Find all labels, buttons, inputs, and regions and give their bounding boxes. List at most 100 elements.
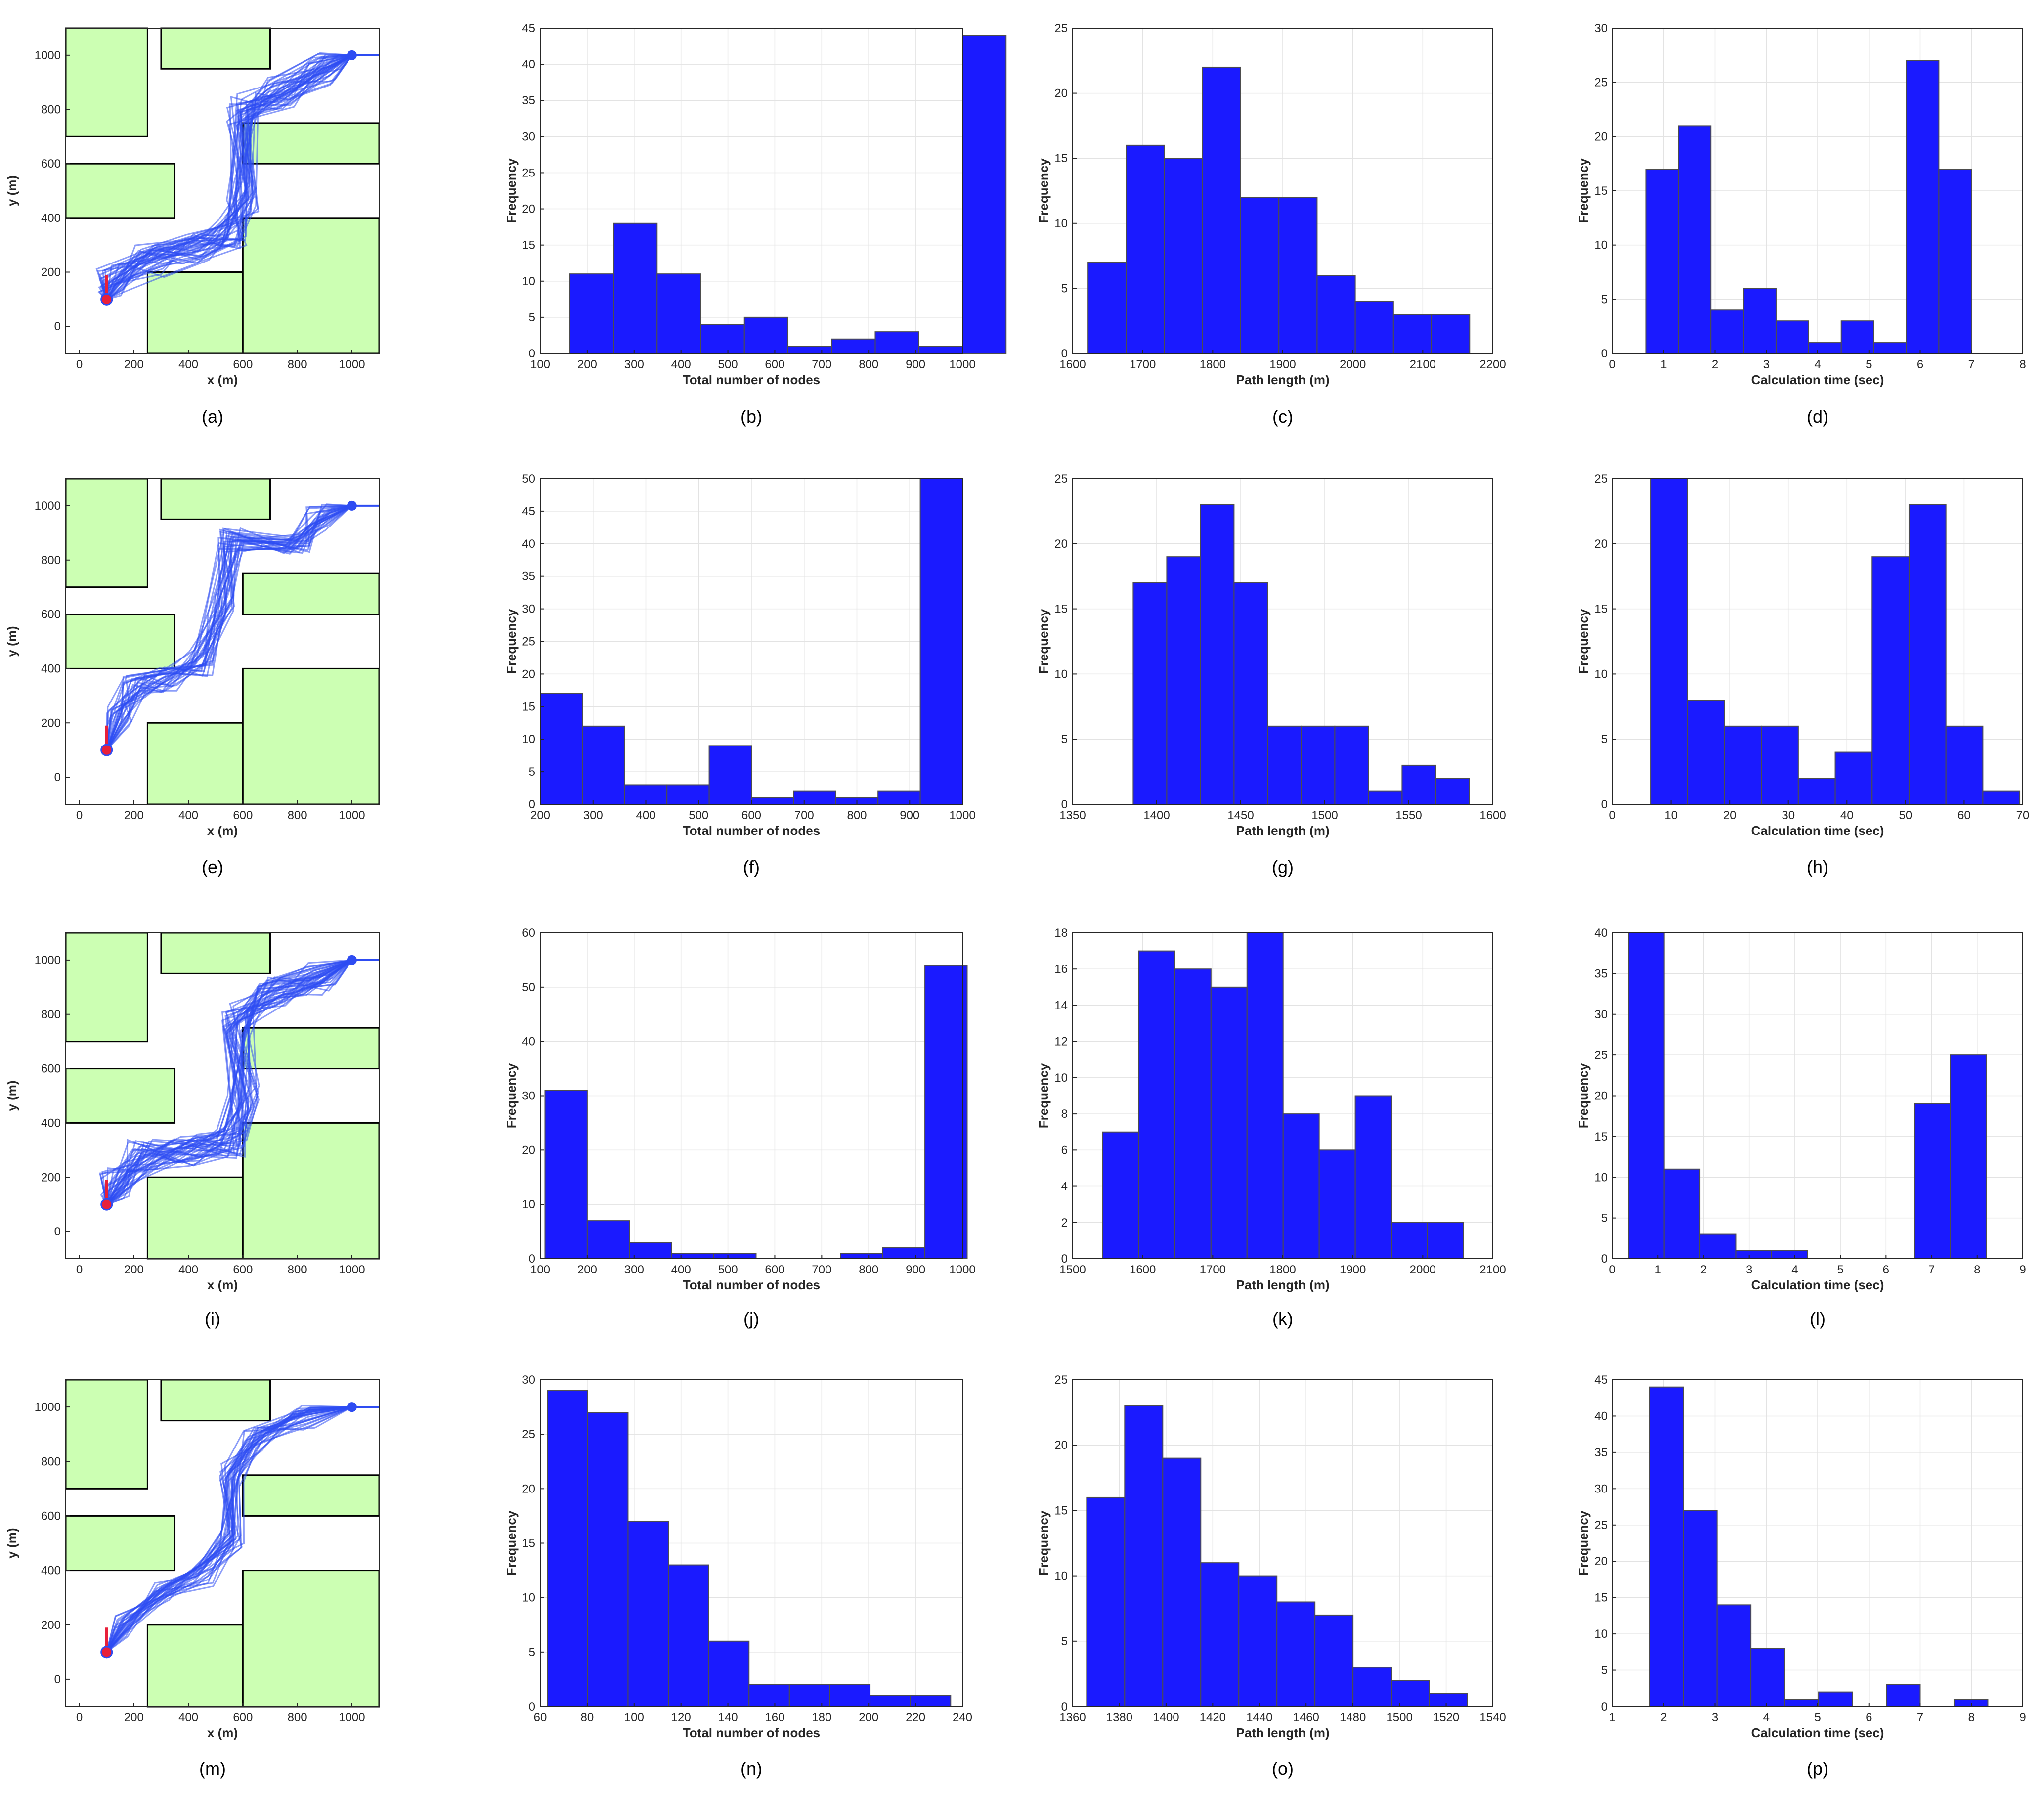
bar-5 — [751, 797, 794, 805]
x-tick-label: 50 — [1899, 809, 1913, 822]
bar-1 — [582, 725, 625, 805]
x-axis-label: Path length (m) — [1236, 1725, 1329, 1740]
x-tick-label: 220 — [906, 1711, 925, 1724]
bar-2 — [1164, 158, 1203, 354]
x-tick-label: 1540 — [1479, 1711, 1506, 1724]
obstacle-5 — [242, 1570, 380, 1708]
x-tick-label: 600 — [765, 1263, 784, 1276]
start-marker — [100, 1646, 113, 1659]
x-tick-label: 160 — [765, 1711, 784, 1724]
x-tick-label: 2000 — [1340, 358, 1366, 371]
histogram-panel-j: 100 200 300 400 500 600 700 800 900 1000 0 10 20 30 40… — [504, 926, 976, 1292]
obstacle-0 — [65, 1379, 148, 1490]
axis-frame — [65, 932, 380, 1259]
obstacle-2 — [242, 1027, 380, 1070]
y-tick-label: 15 — [1054, 603, 1068, 616]
x-tick-label: 1500 — [1059, 1263, 1086, 1276]
y-tick-label: 20 — [522, 667, 535, 681]
start-marker — [100, 293, 113, 306]
panel-caption: (e) — [202, 857, 223, 877]
y-tick-label: 0 — [54, 771, 61, 784]
y-axis-label: Frequency — [1036, 1510, 1051, 1576]
path-39 — [99, 54, 352, 300]
x-tick-label: 100 — [530, 1263, 550, 1276]
bar-1 — [1678, 125, 1712, 354]
y-tick-label: 25 — [1054, 1373, 1068, 1387]
obstacle-4 — [146, 722, 244, 805]
bar-5 — [1278, 197, 1318, 354]
path-39 — [106, 959, 352, 1205]
y-tick-label: 0 — [529, 1252, 535, 1266]
bar-5 — [748, 1684, 790, 1708]
obstacle-4 — [146, 1624, 244, 1708]
x-tick-label: 1000 — [949, 809, 975, 822]
y-tick-label: 10 — [1054, 217, 1068, 230]
y-tick-label: 20 — [522, 203, 535, 216]
panel-caption: (o) — [1272, 1758, 1294, 1779]
x-tick-label: 1000 — [949, 1263, 975, 1276]
panel-caption: (f) — [743, 857, 760, 877]
bar-3 — [1761, 725, 1799, 805]
bar-3 — [1202, 66, 1242, 354]
map-panel-i: 0 200 400 600 800 1000 0 200 400 600 800 1000 x (m) y… — [4, 932, 380, 1292]
axis-frame — [1072, 478, 1493, 805]
y-tick-label: 200 — [41, 1171, 61, 1184]
path-37 — [106, 54, 352, 300]
x-tick-label: 600 — [741, 809, 761, 822]
bar-8 — [870, 1695, 911, 1707]
y-tick-label: 25 — [1054, 22, 1068, 35]
bar-3 — [1750, 1648, 1785, 1707]
x-tick-label: 200 — [530, 809, 550, 822]
bar-2 — [1699, 1233, 1737, 1259]
bar-1 — [586, 1220, 630, 1260]
x-tick-label: 200 — [859, 1711, 878, 1724]
bar-1 — [1124, 1405, 1164, 1707]
x-tick-label: 70 — [2016, 809, 2030, 822]
histogram-panel-d: 0 1 2 3 4 5 6 7 8 0 5 10 15 20 25 30 Calculation time (s… — [1576, 22, 2026, 387]
histogram-panel-l: 0 1 2 3 4 5 6 7 8 9 0 5 10 15 20 25 30 35 40 Calculation ti… — [1576, 926, 2026, 1292]
x-axis-label: Total number of nodes — [683, 1277, 820, 1292]
x-tick-label: 100 — [624, 1711, 644, 1724]
bar-7 — [1908, 504, 1947, 805]
x-tick-label: 2 — [1660, 1711, 1667, 1724]
y-tick-label: 600 — [41, 608, 61, 621]
x-tick-label: 600 — [233, 358, 253, 371]
y-tick-label: 600 — [41, 1062, 61, 1076]
y-axis-label: Frequency — [504, 1510, 519, 1576]
bar-2 — [656, 273, 701, 354]
y-axis-label: Frequency — [1036, 609, 1051, 674]
y-tick-label: 800 — [41, 554, 61, 567]
y-tick-label: 15 — [1594, 1130, 1608, 1143]
bar-3 — [1743, 288, 1777, 354]
bar-8 — [1914, 1103, 1951, 1260]
x-tick-label: 500 — [718, 358, 738, 371]
bar-1 — [613, 222, 658, 354]
path-33 — [106, 54, 352, 300]
y-tick-label: 10 — [1594, 1627, 1608, 1641]
x-tick-label: 800 — [288, 1711, 307, 1724]
y-tick-label: 0 — [54, 1673, 61, 1686]
map-panel-e: 0 200 400 600 800 1000 0 200 400 600 800 1000 x (m) y… — [4, 478, 380, 838]
bar-8 — [918, 346, 963, 354]
y-tick-label: 40 — [1594, 1409, 1608, 1423]
y-tick-label: 25 — [1594, 1519, 1608, 1532]
bar-3 — [1200, 1562, 1240, 1707]
y-tick-label: 20 — [1054, 537, 1068, 551]
y-tick-label: 400 — [41, 1116, 61, 1130]
bar-3 — [668, 1564, 709, 1707]
bar-6 — [1871, 556, 1910, 805]
x-tick-label: 400 — [178, 809, 198, 822]
x-tick-label: 200 — [124, 1263, 144, 1276]
bar-5 — [1818, 1691, 1853, 1708]
y-tick-label: 0 — [1601, 1700, 1608, 1713]
x-tick-label: 900 — [906, 358, 925, 371]
y-tick-label: 15 — [1594, 184, 1608, 198]
y-tick-label: 15 — [1594, 1591, 1608, 1605]
x-tick-label: 600 — [233, 1263, 253, 1276]
y-tick-label: 10 — [522, 1591, 535, 1605]
x-tick-label: 4 — [1791, 1263, 1798, 1276]
y-tick-label: 45 — [522, 505, 535, 518]
y-tick-label: 5 — [529, 1646, 535, 1659]
y-tick-label: 600 — [41, 1509, 61, 1523]
